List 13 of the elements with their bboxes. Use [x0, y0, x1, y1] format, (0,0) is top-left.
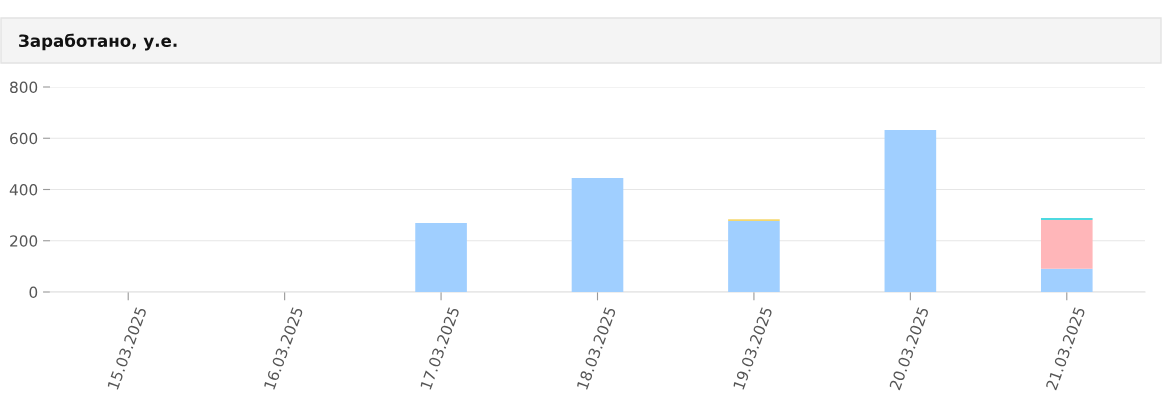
bar — [571, 177, 624, 292]
y-tick-label: 800 — [10, 81, 38, 94]
y-tick-label: 400 — [9, 183, 38, 196]
bar — [884, 130, 937, 292]
y-tick-label: 0 — [29, 286, 38, 299]
chart-title: Заработано, у.е. — [19, 33, 177, 51]
bar — [1040, 217, 1093, 220]
y-tick-label: 600 — [10, 132, 38, 145]
y-tick-label: 200 — [10, 235, 38, 247]
bar — [728, 221, 780, 292]
bar — [1040, 268, 1093, 292]
bar — [415, 223, 467, 292]
bar — [1040, 219, 1093, 269]
